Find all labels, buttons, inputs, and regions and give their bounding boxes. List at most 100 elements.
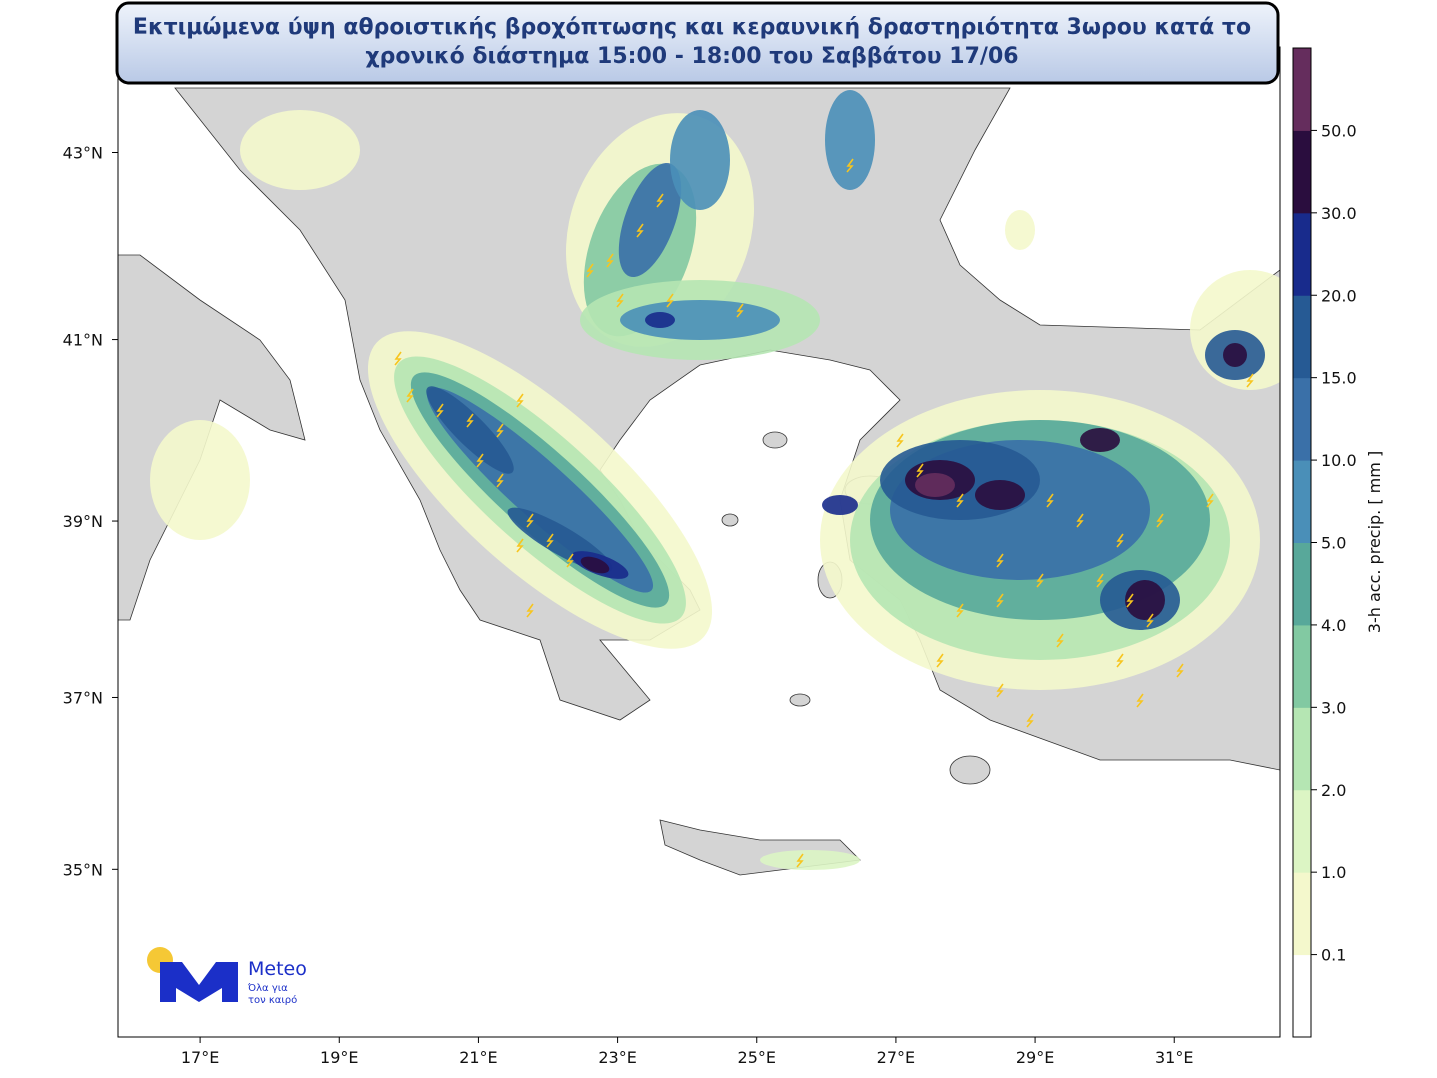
colorbar-segment bbox=[1293, 212, 1311, 296]
lightning-bolt bbox=[956, 603, 964, 618]
x-tick-label: 31°E bbox=[1155, 1048, 1193, 1067]
lightning-bolt bbox=[1156, 513, 1164, 528]
lightning-bolt bbox=[526, 513, 534, 528]
precip-area bbox=[620, 300, 780, 340]
lightning-bolt bbox=[616, 293, 624, 308]
x-tick-label: 21°E bbox=[459, 1048, 497, 1067]
lightning-bolt bbox=[1116, 653, 1124, 668]
colorbar-label: 3-h acc. precip. [ mm ] bbox=[1365, 451, 1384, 633]
colorbar-tick-label: 0.1 bbox=[1321, 946, 1346, 965]
lightning-bolt bbox=[1136, 693, 1144, 708]
lightning-bolt bbox=[406, 388, 414, 403]
precip-area bbox=[618, 162, 682, 278]
y-tick-label: 35°N bbox=[63, 860, 103, 879]
precip-area bbox=[825, 90, 875, 190]
lightning-bolt bbox=[516, 393, 524, 408]
y-tick-label: 37°N bbox=[63, 688, 103, 707]
lightning-bolt bbox=[1056, 633, 1064, 648]
x-tick-label: 25°E bbox=[738, 1048, 776, 1067]
lightning-bolt bbox=[1126, 593, 1134, 608]
lightning-bolt bbox=[1026, 713, 1034, 728]
lightning-bolt bbox=[1246, 373, 1254, 388]
colorbar-segment bbox=[1293, 377, 1311, 461]
precip-area bbox=[975, 480, 1025, 510]
logo: Meteo Όλα για τον καιρό bbox=[147, 947, 307, 1006]
axes: 17°E 19°E 21°E 23°E 25°E 27°E 29°E 31°E 35°N 37°N… bbox=[63, 143, 1194, 1067]
colorbar-tick-label: 30.0 bbox=[1321, 204, 1357, 223]
lightning-bolt bbox=[736, 303, 744, 318]
precip-area bbox=[670, 110, 730, 210]
logo-tagline: τον καιρό bbox=[248, 994, 297, 1006]
colorbar: 0.1 1.0 2.0 3.0 4.0 5.0 10.0 15.0 20.0 30.0 50.0 bbox=[1292, 47, 1357, 1038]
colorbar-segment bbox=[1293, 460, 1311, 543]
lightning-bolt bbox=[1116, 533, 1124, 548]
lightning-bolt bbox=[546, 533, 554, 548]
map-area bbox=[118, 47, 1280, 1037]
y-tick-label: 41°N bbox=[63, 331, 103, 350]
title-line: χρονικό διάστημα 15:00 - 18:00 του Σαββά… bbox=[365, 44, 1018, 69]
colorbar-tick-label: 1.0 bbox=[1321, 863, 1346, 882]
precip-area bbox=[150, 420, 250, 540]
lightning-bolt bbox=[1146, 613, 1154, 628]
lightning-bolt bbox=[1206, 493, 1214, 508]
x-tick-label: 23°E bbox=[598, 1048, 636, 1067]
lightning-bolt bbox=[996, 553, 1004, 568]
lightning-bolt bbox=[1176, 663, 1184, 678]
y-tick-label: 43°N bbox=[63, 143, 103, 162]
colorbar-tick-label: 15.0 bbox=[1321, 369, 1357, 388]
precip-area bbox=[1125, 580, 1165, 620]
title-box: Εκτιμώμενα ύψη αθροιστικής βροχόπτωσης κ… bbox=[115, 1, 1280, 85]
lightning-bolt bbox=[1076, 513, 1084, 528]
lightning-bolt bbox=[496, 473, 504, 488]
logo-tagline: Όλα για bbox=[247, 982, 288, 994]
colorbar-tick-label: 10.0 bbox=[1321, 451, 1357, 470]
colorbar-segment bbox=[1293, 130, 1311, 214]
x-tick-label: 29°E bbox=[1016, 1048, 1054, 1067]
lightning-bolt bbox=[1096, 573, 1104, 588]
precip-area bbox=[1005, 210, 1035, 250]
precip-area bbox=[1080, 428, 1120, 452]
lightning-bolt bbox=[636, 223, 644, 238]
lightning-bolt bbox=[586, 263, 594, 278]
lightning-bolt bbox=[846, 158, 854, 173]
colorbar-segment bbox=[1293, 789, 1311, 873]
colorbar-segment bbox=[1293, 872, 1311, 956]
lightning-bolt bbox=[516, 538, 524, 553]
colorbar-segment bbox=[1293, 295, 1311, 379]
x-tick-label: 17°E bbox=[181, 1048, 219, 1067]
lightning-bolt bbox=[566, 553, 574, 568]
colorbar-tick-label: 4.0 bbox=[1321, 616, 1346, 635]
precip-area bbox=[915, 473, 955, 497]
lightning-bolt bbox=[496, 423, 504, 438]
precipitation bbox=[150, 90, 1280, 870]
x-tick-label: 27°E bbox=[877, 1048, 915, 1067]
lightning-bolt bbox=[1046, 493, 1054, 508]
lightning bbox=[394, 158, 1254, 868]
lightning-bolt bbox=[936, 653, 944, 668]
colorbar-segment bbox=[1293, 48, 1311, 131]
colorbar-segment bbox=[1293, 624, 1311, 708]
precip-area bbox=[822, 495, 858, 515]
colorbar-tick-label: 20.0 bbox=[1321, 286, 1357, 305]
colorbar-segment bbox=[1293, 954, 1311, 1038]
lightning-bolt bbox=[656, 193, 664, 208]
precip-area bbox=[760, 850, 860, 870]
lightning-bolt bbox=[436, 403, 444, 418]
lightning-bolt bbox=[896, 433, 904, 448]
precip-area bbox=[426, 386, 514, 474]
precip-area bbox=[580, 556, 610, 574]
precip-area bbox=[1223, 343, 1247, 367]
lightning-bolt bbox=[996, 683, 1004, 698]
lightning-bolt bbox=[956, 493, 964, 508]
x-tick-label: 19°E bbox=[320, 1048, 358, 1067]
precip-area bbox=[240, 110, 360, 190]
colorbar-tick-label: 50.0 bbox=[1321, 121, 1357, 140]
lightning-bolt bbox=[394, 351, 402, 366]
lightning-bolt bbox=[996, 593, 1004, 608]
lightning-bolt bbox=[476, 453, 484, 468]
lightning-bolt bbox=[796, 853, 804, 868]
colorbar-tick-label: 5.0 bbox=[1321, 534, 1346, 553]
title-line: Εκτιμώμενα ύψη αθροιστικής βροχόπτωσης κ… bbox=[133, 15, 1251, 40]
